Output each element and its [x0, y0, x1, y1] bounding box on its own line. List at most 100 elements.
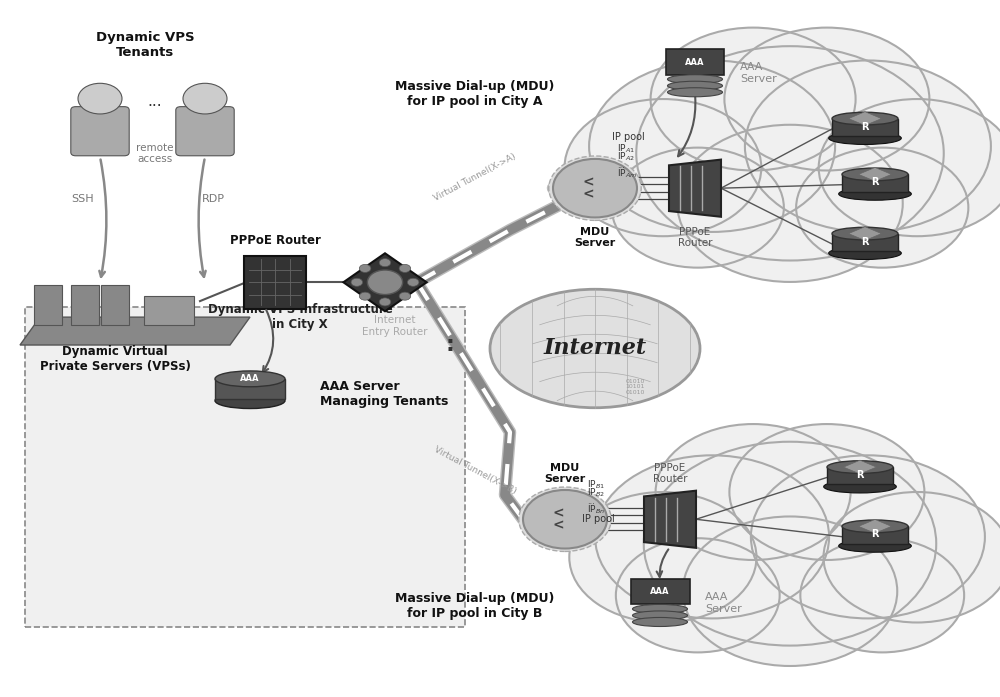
Circle shape — [379, 298, 391, 306]
Circle shape — [636, 46, 944, 261]
Text: PPPoE Router: PPPoE Router — [230, 234, 320, 247]
Text: <: < — [553, 507, 565, 521]
Ellipse shape — [842, 168, 908, 181]
Text: RDP: RDP — [202, 194, 224, 204]
Ellipse shape — [668, 82, 722, 90]
FancyBboxPatch shape — [71, 107, 129, 155]
Circle shape — [651, 28, 856, 171]
FancyBboxPatch shape — [34, 285, 62, 325]
Polygon shape — [848, 112, 882, 125]
Text: AAA: AAA — [650, 588, 670, 597]
Text: <: < — [583, 187, 595, 201]
Circle shape — [677, 125, 903, 282]
Circle shape — [683, 516, 897, 666]
Circle shape — [824, 492, 1000, 622]
Circle shape — [745, 61, 991, 232]
Circle shape — [351, 278, 363, 286]
Text: AAA
Server: AAA Server — [705, 592, 742, 613]
FancyBboxPatch shape — [176, 107, 234, 155]
Text: ...: ... — [148, 93, 162, 109]
Text: MDU
Server: MDU Server — [574, 227, 616, 248]
Text: <: < — [553, 518, 565, 532]
FancyBboxPatch shape — [666, 49, 724, 75]
Circle shape — [523, 490, 607, 549]
Circle shape — [399, 264, 411, 273]
Ellipse shape — [827, 461, 893, 473]
Ellipse shape — [633, 611, 688, 620]
FancyBboxPatch shape — [631, 579, 690, 604]
FancyBboxPatch shape — [832, 233, 898, 251]
FancyBboxPatch shape — [144, 296, 194, 325]
Text: AAA Server
Managing Tenants: AAA Server Managing Tenants — [320, 380, 448, 408]
Ellipse shape — [490, 289, 700, 408]
FancyBboxPatch shape — [71, 285, 99, 325]
Circle shape — [589, 61, 835, 232]
Circle shape — [399, 292, 411, 300]
Text: SSH: SSH — [72, 194, 94, 204]
Circle shape — [612, 148, 784, 268]
Circle shape — [183, 84, 227, 114]
Text: IP$_{Am}$: IP$_{Am}$ — [617, 167, 637, 180]
Ellipse shape — [215, 392, 285, 408]
Text: 01010
10101
01010: 01010 10101 01010 — [625, 378, 645, 395]
Text: IP pool: IP pool — [582, 514, 615, 524]
Text: R: R — [871, 178, 879, 187]
Ellipse shape — [633, 604, 688, 613]
Polygon shape — [669, 160, 721, 217]
Text: R: R — [861, 237, 869, 247]
Circle shape — [78, 84, 122, 114]
Polygon shape — [20, 317, 250, 345]
Text: AAA
Server: AAA Server — [740, 63, 777, 84]
Text: IP$_{A2}$: IP$_{A2}$ — [617, 151, 635, 163]
Text: IP$_{B2}$: IP$_{B2}$ — [587, 487, 605, 499]
Circle shape — [819, 99, 1000, 236]
FancyBboxPatch shape — [842, 526, 908, 544]
Circle shape — [796, 148, 968, 268]
Text: Internet: Internet — [543, 337, 647, 360]
FancyBboxPatch shape — [25, 307, 465, 627]
Ellipse shape — [829, 132, 901, 144]
Ellipse shape — [829, 247, 901, 259]
Circle shape — [595, 455, 829, 618]
Polygon shape — [644, 491, 696, 548]
FancyBboxPatch shape — [832, 118, 898, 136]
Text: :: : — [446, 335, 454, 355]
Polygon shape — [858, 519, 892, 533]
Text: Massive Dial-up (MDU)
for IP pool in City B: Massive Dial-up (MDU) for IP pool in Cit… — [395, 592, 555, 620]
Circle shape — [656, 424, 851, 560]
Ellipse shape — [832, 227, 898, 240]
Polygon shape — [848, 227, 882, 240]
Text: Dynamic VPS
Tenants: Dynamic VPS Tenants — [96, 31, 194, 59]
Text: R: R — [861, 122, 869, 132]
Ellipse shape — [668, 88, 722, 97]
FancyBboxPatch shape — [842, 174, 908, 192]
Circle shape — [644, 442, 936, 645]
Text: Virtual Tunnel(X->A): Virtual Tunnel(X->A) — [432, 152, 518, 204]
Ellipse shape — [633, 618, 688, 627]
Circle shape — [407, 278, 419, 286]
Text: <: < — [583, 176, 595, 190]
Ellipse shape — [215, 371, 285, 387]
Ellipse shape — [824, 480, 896, 493]
FancyBboxPatch shape — [101, 285, 129, 325]
Text: IP$_{A1}$: IP$_{A1}$ — [617, 142, 635, 155]
Text: remote
access: remote access — [136, 143, 174, 164]
Circle shape — [800, 538, 964, 652]
Circle shape — [565, 99, 761, 236]
Polygon shape — [858, 167, 892, 181]
Circle shape — [519, 487, 611, 551]
Text: IP$_{B1}$: IP$_{B1}$ — [587, 478, 605, 491]
Text: R: R — [871, 530, 879, 539]
Text: R: R — [856, 470, 864, 480]
Ellipse shape — [832, 112, 898, 125]
Circle shape — [359, 264, 371, 273]
Text: AAA: AAA — [685, 58, 705, 67]
Text: PPPoE
Router: PPPoE Router — [653, 463, 687, 484]
Text: Dynamic VPS Infrastructure
in City X: Dynamic VPS Infrastructure in City X — [208, 303, 392, 331]
FancyBboxPatch shape — [244, 256, 306, 309]
Polygon shape — [343, 253, 427, 312]
Circle shape — [379, 259, 391, 267]
Text: ...: ... — [617, 161, 625, 169]
FancyBboxPatch shape — [215, 379, 285, 399]
Circle shape — [549, 156, 641, 220]
